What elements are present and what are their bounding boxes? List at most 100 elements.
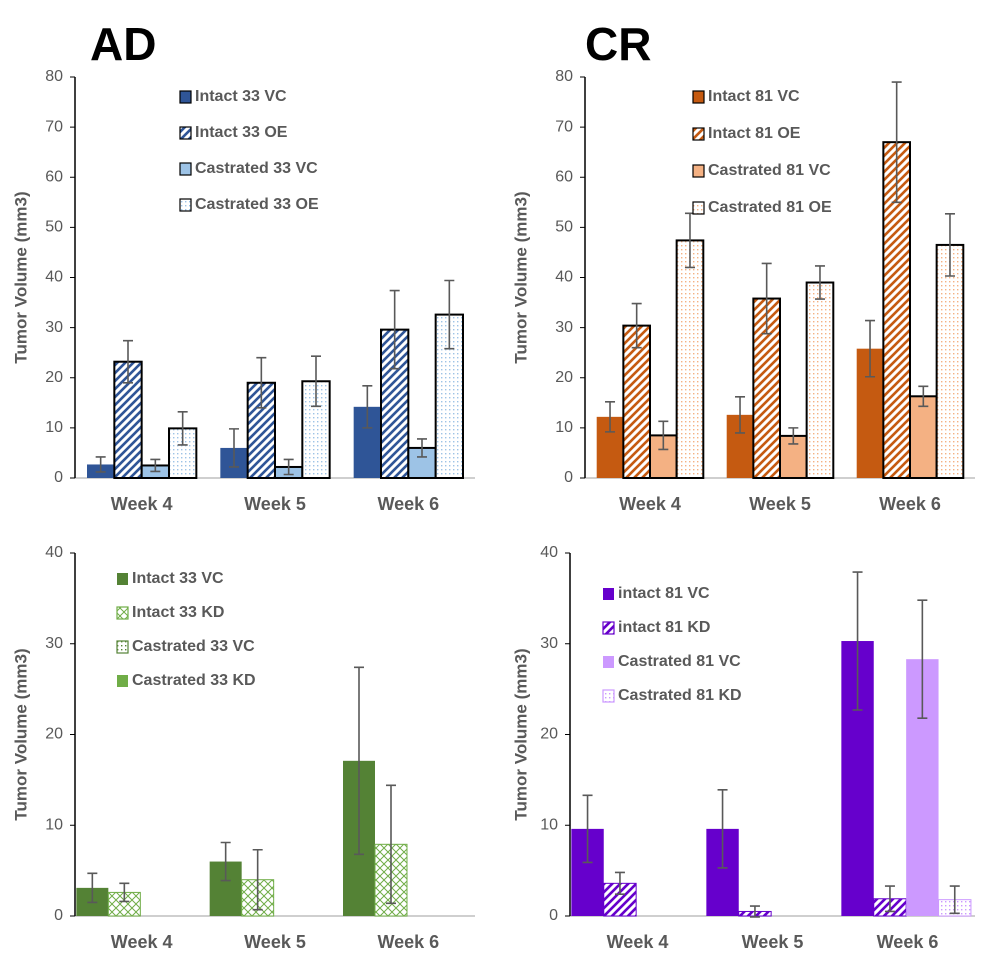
- legend-label: Castrated 33 OE: [195, 196, 319, 213]
- y-tick-label: 40: [45, 269, 63, 286]
- bar: [805, 281, 835, 480]
- error-bar: [944, 213, 955, 277]
- y-tick-label: 0: [564, 469, 573, 486]
- legend-label: Intact 81 OE: [708, 125, 801, 142]
- legend-swatch: [117, 675, 128, 687]
- error-bar: [582, 794, 593, 864]
- error-bar: [884, 885, 895, 913]
- error-bar: [949, 885, 960, 915]
- x-tick-label: Week 4: [607, 932, 669, 952]
- panel-title: AD: [90, 18, 156, 70]
- error-bar: [311, 355, 321, 408]
- y-tick-label: 70: [555, 118, 573, 135]
- error-bar: [631, 302, 642, 349]
- legend-swatch: [603, 656, 614, 668]
- y-tick-label: 60: [45, 168, 63, 185]
- error-bar: [220, 841, 231, 882]
- x-tick-label: Week 5: [749, 494, 811, 514]
- x-tick-label: Week 5: [244, 494, 306, 514]
- legend-swatch: [602, 621, 615, 635]
- error-bar: [177, 411, 188, 446]
- error-bar: [386, 784, 396, 905]
- y-tick-label: 80: [555, 68, 573, 85]
- y-tick-label: 0: [54, 907, 63, 924]
- legend-label: Castrated 33 VC: [195, 160, 318, 177]
- legend-swatch: [116, 640, 129, 654]
- error-bar: [788, 427, 799, 445]
- y-tick-label: 30: [45, 635, 63, 652]
- legend-label: Intact 33 VC: [195, 88, 287, 105]
- legend-label: Castrated 81 OE: [708, 199, 832, 216]
- error-bar: [749, 905, 760, 918]
- legend-label: intact 81 KD: [618, 619, 710, 636]
- y-tick-label: 20: [45, 369, 63, 386]
- legend-swatch: [692, 90, 705, 104]
- error-bar: [229, 428, 239, 468]
- y-tick-label: 10: [540, 816, 558, 833]
- x-tick-label: Week 4: [619, 494, 681, 514]
- legend-label: Intact 33 KD: [132, 604, 224, 621]
- legend-label: Castrated 81 VC: [618, 653, 741, 670]
- y-tick-label: 40: [555, 269, 573, 286]
- x-tick-label: Week 4: [111, 494, 173, 514]
- error-bar: [123, 339, 133, 384]
- y-tick-label: 10: [45, 816, 63, 833]
- error-bar: [417, 438, 427, 458]
- y-axis-label: Tumor Volume (mm3): [511, 191, 530, 363]
- panel-title: CR: [585, 18, 651, 70]
- y-tick-label: 30: [45, 319, 63, 336]
- y-tick-label: 20: [45, 726, 63, 743]
- error-bar: [95, 456, 106, 473]
- error-bar: [891, 81, 902, 204]
- legend-label: Intact 33 OE: [195, 124, 288, 141]
- y-axis-label: Tumor Volume (mm3): [11, 648, 30, 820]
- y-axis-label: Tumor Volume (mm3): [511, 648, 530, 820]
- y-tick-label: 10: [555, 419, 573, 436]
- error-bar: [814, 265, 825, 300]
- y-tick-label: 20: [555, 369, 573, 386]
- legend-swatch: [179, 126, 192, 140]
- x-tick-label: Week 6: [377, 494, 439, 514]
- bar: [622, 324, 651, 479]
- x-tick-label: Week 4: [111, 932, 173, 952]
- error-bar: [256, 356, 267, 409]
- bar: [675, 239, 705, 479]
- legend-label: Castrated 81 KD: [618, 687, 742, 704]
- y-axis-label: Tumor Volume (mm3): [11, 191, 30, 363]
- legend-label: Intact 33 VC: [132, 570, 224, 587]
- legend-label: Castrated 33 VC: [132, 638, 255, 655]
- y-tick-label: 80: [45, 68, 63, 85]
- error-bar: [252, 848, 263, 911]
- error-bar: [605, 401, 616, 433]
- y-tick-label: 20: [540, 726, 558, 743]
- x-tick-label: Week 6: [879, 494, 941, 514]
- legend-swatch: [692, 164, 705, 178]
- y-tick-label: 0: [54, 469, 63, 486]
- error-bar: [283, 458, 294, 476]
- error-bar: [362, 384, 373, 429]
- error-bar: [735, 395, 746, 434]
- error-bar: [865, 319, 876, 378]
- x-tick-label: Week 6: [377, 932, 439, 952]
- y-tick-label: 50: [555, 219, 573, 236]
- y-tick-label: 60: [555, 168, 573, 185]
- y-tick-label: 70: [45, 118, 63, 135]
- error-bar: [119, 882, 130, 903]
- error-bar: [852, 571, 863, 711]
- bar: [935, 243, 965, 479]
- error-bar: [761, 262, 772, 335]
- error-bar: [614, 871, 625, 896]
- legend-swatch: [602, 689, 615, 703]
- error-bar: [389, 289, 400, 370]
- legend-swatch: [117, 573, 128, 585]
- legend-swatch: [179, 198, 192, 212]
- error-bar: [717, 789, 728, 869]
- error-bar: [918, 385, 929, 408]
- legend-swatch: [692, 201, 705, 215]
- error-bar: [444, 279, 455, 350]
- x-tick-label: Week 6: [877, 932, 939, 952]
- legend-label: intact 81 VC: [618, 585, 710, 602]
- x-tick-label: Week 5: [742, 932, 804, 952]
- y-tick-label: 10: [45, 419, 63, 436]
